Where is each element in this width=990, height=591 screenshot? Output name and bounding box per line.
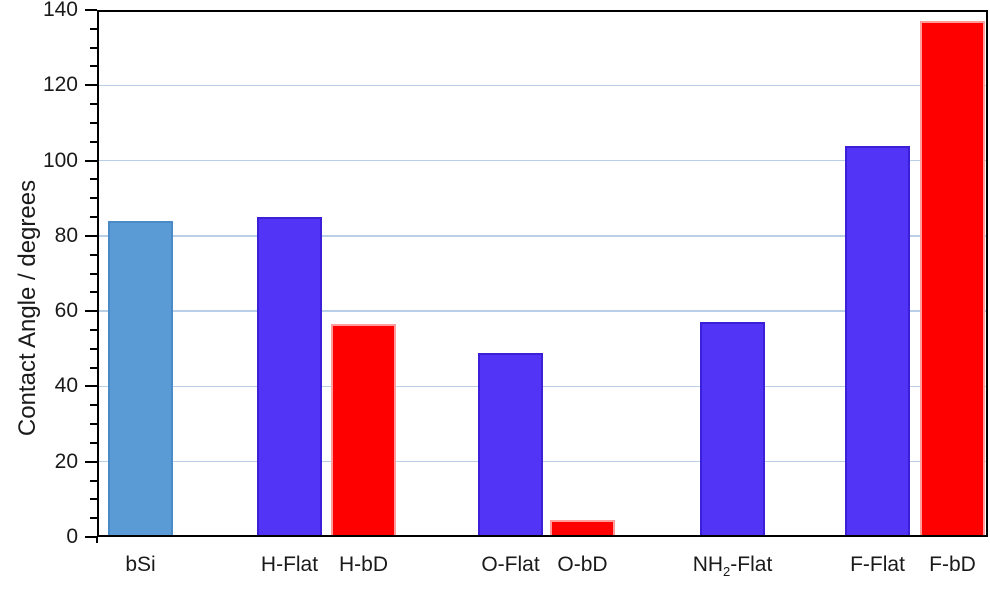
- y-minor-tick-90: [90, 197, 97, 200]
- y-minor-tick-85: [90, 216, 97, 219]
- y-minor-tick-15: [90, 479, 97, 482]
- bar-F-Flat: [845, 145, 910, 537]
- gridline-60: [97, 310, 988, 312]
- y-major-tick-80: [85, 234, 97, 237]
- x-axis-corner-tick: [96, 537, 98, 543]
- gridline-100: [97, 159, 988, 162]
- y-tick-label-60: 60: [54, 299, 78, 323]
- y-minor-tick-55: [90, 328, 97, 331]
- y-minor-tick-10: [90, 498, 97, 501]
- y-minor-tick-125: [90, 65, 97, 68]
- y-tick-label-140: 140: [42, 0, 78, 21]
- y-minor-tick-135: [90, 27, 97, 30]
- x-category-label-F-Flat: F-Flat: [850, 553, 905, 576]
- x-category-label-F-bD: F-bD: [929, 553, 976, 576]
- y-tick-label-100: 100: [42, 148, 78, 172]
- gridline-120: [97, 84, 988, 87]
- x-category-label-H-bD: H-bD: [338, 553, 388, 576]
- y-minor-tick-110: [90, 121, 97, 124]
- bar-NH2-Flat: [700, 322, 765, 537]
- y-tick-label-20: 20: [54, 449, 78, 473]
- y-major-tick-40: [85, 385, 97, 388]
- bar-F-bD: [920, 21, 985, 537]
- y-minor-tick-25: [90, 441, 97, 444]
- y-minor-tick-70: [90, 272, 97, 275]
- y-minor-tick-105: [90, 140, 97, 143]
- bar-O-bD: [550, 520, 615, 537]
- y-minor-tick-115: [90, 103, 97, 106]
- y-minor-tick-75: [90, 253, 97, 256]
- bar-O-Flat: [478, 352, 543, 537]
- y-major-tick-140: [85, 9, 97, 11]
- y-minor-tick-45: [90, 366, 97, 369]
- bar-bSi: [108, 220, 173, 537]
- y-major-tick-60: [85, 310, 97, 313]
- y-tick-label-80: 80: [54, 223, 78, 247]
- x-category-label-NH2-Flat: NH2-Flat: [692, 553, 773, 580]
- x-category-label-O-bD: O-bD: [557, 553, 608, 576]
- y-major-tick-120: [85, 84, 97, 87]
- x-category-label-H-Flat: H-Flat: [260, 553, 319, 576]
- y-minor-tick-95: [90, 178, 97, 181]
- y-tick-label-120: 120: [42, 73, 78, 97]
- x-category-label-O-Flat: O-Flat: [481, 553, 540, 576]
- y-minor-tick-30: [90, 423, 97, 426]
- x-category-label-bSi: bSi: [125, 553, 156, 576]
- bar-H-Flat: [257, 217, 322, 537]
- y-minor-tick-5: [90, 517, 97, 520]
- plot-area: [97, 10, 988, 537]
- y-tick-label-40: 40: [54, 374, 78, 398]
- y-minor-tick-50: [90, 347, 97, 350]
- y-major-tick-100: [85, 159, 97, 162]
- y-minor-tick-35: [90, 404, 97, 407]
- y-minor-tick-130: [90, 46, 97, 49]
- bar-H-bD: [331, 324, 396, 537]
- y-tick-label-0: 0: [66, 525, 78, 548]
- gridline-80: [97, 235, 988, 237]
- y-major-tick-0: [85, 536, 97, 538]
- y-minor-tick-65: [90, 291, 97, 294]
- y-major-tick-20: [85, 460, 97, 463]
